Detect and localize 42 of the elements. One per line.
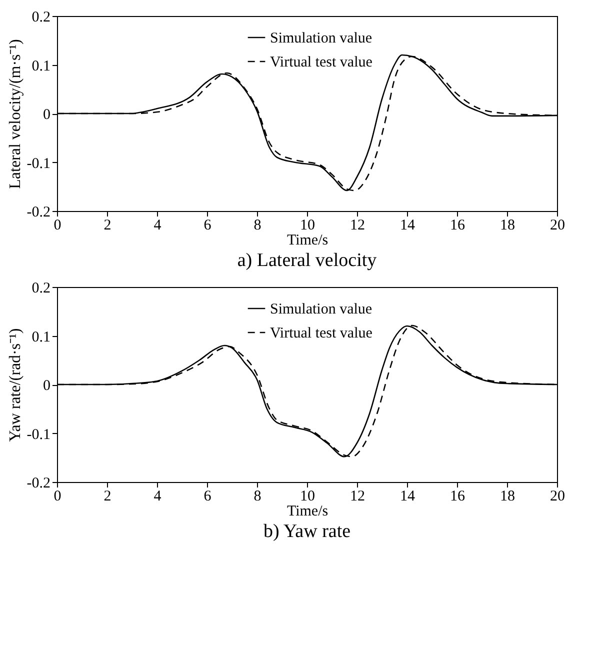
x-tick-label: 6 — [204, 218, 212, 234]
x-tick-label: 14 — [400, 218, 416, 234]
y-tick-label: -0.2 — [26, 476, 50, 492]
x-tick-label: 18 — [500, 488, 515, 504]
x-axis-title: Time/s — [286, 232, 328, 248]
text: b) Yaw rate — [263, 521, 351, 542]
x-tick-label: 16 — [450, 218, 466, 234]
y-tick-label: -0.1 — [26, 156, 50, 172]
y-tick-label: 0 — [43, 107, 50, 123]
y-tick-label: 0.2 — [32, 280, 50, 296]
x-tick-label: 12 — [350, 488, 365, 504]
y-tick-label: 0.1 — [32, 329, 50, 346]
x-tick-label: 0 — [54, 218, 62, 234]
x-tick-label: 18 — [500, 218, 515, 234]
x-tick-label: 8 — [254, 488, 262, 504]
x-tick-label: 16 — [450, 488, 466, 504]
y-axis-title: Yaw rate/(rad·s⁻¹) — [6, 328, 24, 442]
x-tick-label: 8 — [254, 218, 262, 234]
x-tick-label: 0 — [54, 488, 62, 504]
x-tick-label: 20 — [550, 218, 565, 234]
y-tick-label: 0.2 — [32, 10, 50, 26]
x-tick-label: 2 — [104, 488, 112, 504]
y-tick-label: 0 — [43, 378, 50, 394]
y-tick-label: 0.1 — [32, 58, 50, 74]
x-tick-label: 14 — [400, 488, 416, 504]
y-axis-title: Lateral velocity/(m·s⁻¹) — [6, 39, 24, 189]
x-tick-label: 10 — [300, 218, 315, 234]
legend-label: Virtual test value — [270, 326, 373, 342]
legend-label: Virtual test value — [270, 54, 373, 70]
x-tick-label: 4 — [154, 218, 162, 234]
x-tick-label: 12 — [350, 218, 365, 234]
legend-label: Simulation value — [270, 302, 372, 318]
x-tick-label: 20 — [550, 488, 565, 504]
y-tick-label: -0.1 — [26, 426, 50, 443]
x-tick-label: 4 — [154, 488, 162, 504]
x-tick-label: 2 — [104, 218, 112, 234]
legend-label: Simulation value — [270, 30, 372, 46]
x-axis-title: Time/s — [286, 504, 328, 520]
x-tick-label: 10 — [300, 488, 315, 504]
y-tick-label: -0.2 — [26, 204, 50, 220]
x-tick-label: 6 — [204, 488, 212, 504]
text: a) Lateral velocity — [237, 250, 378, 271]
